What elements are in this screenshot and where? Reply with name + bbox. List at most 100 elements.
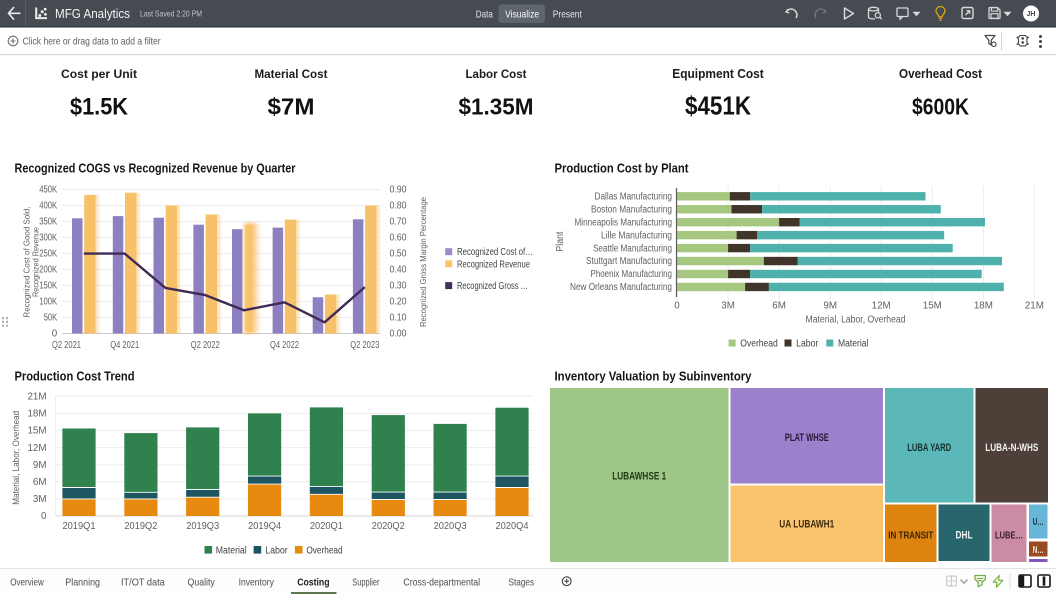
svg-text:Stuttgart Manufacturing: Stuttgart Manufacturing	[586, 256, 672, 267]
svg-text:200K: 200K	[39, 265, 57, 276]
svg-text:2019Q4: 2019Q4	[248, 521, 282, 532]
svg-text:DHL: DHL	[956, 530, 973, 542]
svg-text:Material: Material	[838, 339, 868, 350]
svg-text:Overhead Cost: Overhead Cost	[899, 66, 982, 81]
svg-text:2019Q3: 2019Q3	[186, 521, 220, 532]
svg-text:0.00: 0.00	[390, 329, 407, 340]
svg-text:18M: 18M	[27, 409, 46, 420]
svg-text:Cost per Unit: Cost per Unit	[61, 67, 137, 81]
svg-text:0.50: 0.50	[390, 249, 407, 260]
svg-text:Overhead: Overhead	[740, 339, 778, 350]
svg-text:LUBAWHSE 1: LUBAWHSE 1	[612, 471, 666, 483]
svg-text:Overview: Overview	[10, 577, 44, 589]
svg-text:12M: 12M	[872, 301, 891, 312]
svg-text:LUBA YARD: LUBA YARD	[907, 442, 951, 454]
svg-text:$451K: $451K	[685, 91, 751, 121]
svg-text:Data: Data	[476, 9, 493, 21]
svg-text:Stages: Stages	[509, 577, 535, 589]
svg-text:Inventory: Inventory	[239, 577, 275, 589]
svg-text:2020Q2: 2020Q2	[372, 521, 405, 532]
svg-text:LUBE…: LUBE…	[995, 529, 1023, 541]
svg-text:12M: 12M	[27, 443, 46, 454]
svg-text:2019Q1: 2019Q1	[63, 521, 96, 532]
svg-text:Click here or drag data to add: Click here or drag data to add a filter	[23, 37, 162, 48]
svg-text:Labor: Labor	[796, 339, 819, 350]
svg-text:450K: 450K	[39, 185, 57, 196]
svg-text:Phoenix Manufacturing: Phoenix Manufacturing	[591, 269, 673, 280]
svg-text:Cross-departmental: Cross-departmental	[403, 577, 480, 589]
svg-text:New Orleans Manufacturing: New Orleans Manufacturing	[570, 282, 672, 293]
svg-text:$1.5K: $1.5K	[70, 94, 129, 121]
svg-text:50K: 50K	[44, 313, 58, 324]
svg-text:Inventory Valuation by Subinve: Inventory Valuation by Subinventory	[555, 369, 753, 384]
svg-text:0.10: 0.10	[390, 313, 407, 324]
svg-text:Supplier: Supplier	[352, 577, 380, 589]
svg-text:Equipment Cost: Equipment Cost	[672, 66, 764, 81]
svg-text:0.60: 0.60	[390, 233, 407, 244]
svg-text:Recognized Cost of…: Recognized Cost of…	[457, 247, 533, 258]
svg-text:250K: 250K	[39, 249, 57, 260]
svg-text:Planning: Planning	[65, 577, 100, 589]
svg-text:Q4 2021: Q4 2021	[110, 340, 139, 351]
svg-text:LUBA-N-WHS: LUBA-N-WHS	[985, 442, 1038, 454]
svg-text:300K: 300K	[39, 233, 57, 244]
svg-text:0.80: 0.80	[390, 201, 407, 212]
svg-text:Overhead: Overhead	[306, 546, 342, 557]
svg-text:Material Cost: Material Cost	[255, 67, 328, 81]
svg-text:15M: 15M	[923, 301, 942, 312]
svg-text:6M: 6M	[772, 301, 786, 312]
svg-text:Costing: Costing	[297, 577, 329, 589]
svg-text:21M: 21M	[27, 392, 46, 403]
svg-text:Boston Manufacturing: Boston Manufacturing	[591, 204, 672, 215]
svg-text:15M: 15M	[27, 426, 46, 437]
svg-text:0: 0	[41, 511, 47, 522]
svg-text:Last Saved 2:20 PM: Last Saved 2:20 PM	[140, 9, 202, 19]
svg-text:IT/OT data: IT/OT data	[121, 577, 165, 589]
svg-text:3M: 3M	[721, 301, 735, 312]
svg-text:$600K: $600K	[912, 94, 969, 120]
svg-text:Recognized Gross …: Recognized Gross …	[457, 281, 528, 292]
svg-text:Q2 2021: Q2 2021	[52, 340, 81, 351]
svg-text:9M: 9M	[823, 301, 837, 312]
svg-text:6M: 6M	[33, 477, 47, 488]
svg-text:Q4 2022: Q4 2022	[270, 340, 299, 351]
svg-text:Plant: Plant	[555, 231, 566, 251]
svg-text:Minneapolis Manufacturing: Minneapolis Manufacturing	[575, 217, 673, 228]
svg-text:2020Q1: 2020Q1	[310, 521, 343, 532]
svg-text:Present: Present	[553, 9, 582, 21]
svg-text:0.90: 0.90	[390, 185, 407, 196]
svg-text:$1.35M: $1.35M	[459, 94, 534, 120]
svg-text:Recognized Cost of Good Sold,: Recognized Cost of Good Sold,	[22, 207, 32, 318]
svg-text:2019Q2: 2019Q2	[124, 521, 157, 532]
svg-text:2020Q3: 2020Q3	[434, 521, 468, 532]
svg-text:Q2 2023: Q2 2023	[350, 340, 379, 351]
svg-text:N…: N…	[1033, 545, 1044, 556]
svg-text:Lille Manufacturing: Lille Manufacturing	[601, 230, 672, 241]
svg-text:0.40: 0.40	[390, 265, 407, 276]
svg-text:18M: 18M	[974, 301, 993, 312]
svg-text:150K: 150K	[39, 281, 57, 292]
svg-text:9M: 9M	[33, 460, 47, 471]
svg-text:0: 0	[674, 301, 680, 312]
svg-text:Recognized Gross Margin Percen: Recognized Gross Margin Percentage	[418, 197, 428, 327]
svg-text:PLAT WHSE: PLAT WHSE	[785, 432, 829, 444]
svg-text:Labor Cost: Labor Cost	[466, 67, 527, 81]
svg-text:Dallas Manufacturing: Dallas Manufacturing	[595, 192, 673, 203]
svg-text:0: 0	[52, 329, 58, 340]
svg-text:100K: 100K	[39, 297, 57, 308]
svg-text:MFG Analytics: MFG Analytics	[55, 7, 130, 21]
svg-text:0.70: 0.70	[390, 217, 407, 228]
svg-text:IN TRANSIT: IN TRANSIT	[888, 529, 933, 541]
svg-text:0.20: 0.20	[390, 297, 407, 308]
svg-text:Recognized COGS vs Recognized: Recognized COGS vs Recognized Revenue by…	[15, 161, 296, 176]
svg-text:Seattle Manufacturing: Seattle Manufacturing	[593, 243, 672, 254]
svg-text:Quality: Quality	[188, 577, 216, 589]
svg-text:Material, Labor, Overhead: Material, Labor, Overhead	[11, 411, 21, 505]
svg-text:JH: JH	[1027, 11, 1036, 18]
svg-text:Material: Material	[216, 546, 247, 557]
svg-text:U…: U…	[1033, 517, 1044, 528]
svg-text:UA LUBAWH1: UA LUBAWH1	[779, 519, 834, 531]
svg-text:Labor: Labor	[265, 546, 288, 557]
svg-text:Production Cost by Plant: Production Cost by Plant	[555, 161, 690, 176]
svg-text:$7M: $7M	[268, 94, 315, 120]
